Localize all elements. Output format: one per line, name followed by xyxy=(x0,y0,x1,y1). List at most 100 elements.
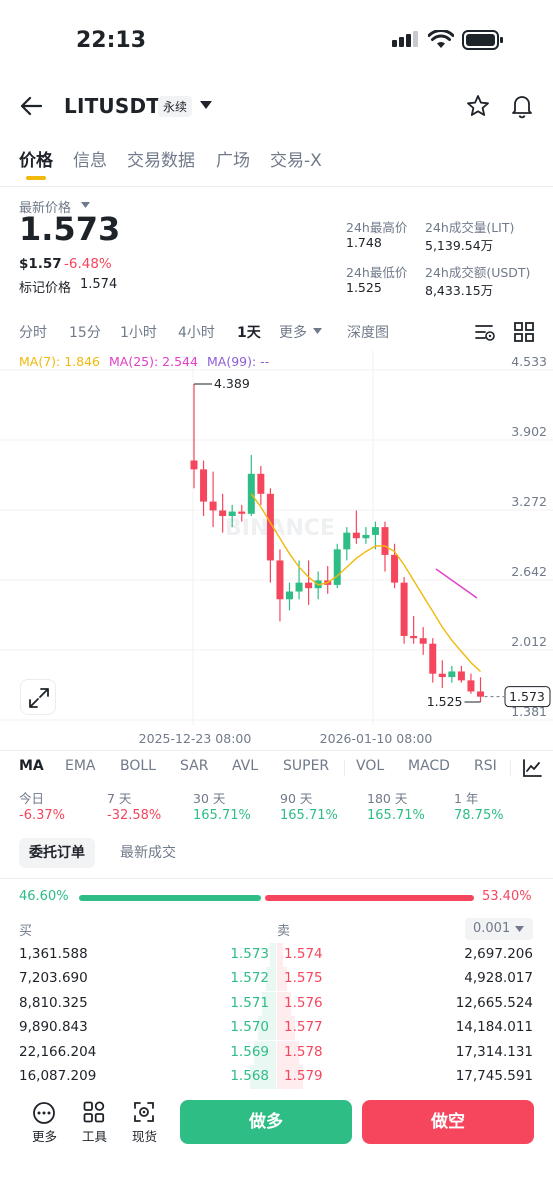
perf-30d-label: 30 天 xyxy=(193,791,226,806)
ask-quantity: 2,697.206 xyxy=(464,946,533,962)
ask-depth-bar xyxy=(277,1040,299,1065)
candle-body xyxy=(362,534,370,539)
orderbook-row[interactable]: 9,890.843 1.570 1.577 14,184.011 xyxy=(0,1016,553,1040)
pair-title[interactable]: LITUSDT xyxy=(64,94,161,118)
indicator-ema[interactable]: EMA xyxy=(65,758,96,774)
tab-square[interactable]: 广场 xyxy=(216,151,250,171)
orderbook-row[interactable]: 22,166.204 1.569 1.578 17,314.131 xyxy=(0,1041,553,1065)
candle-body xyxy=(200,469,208,502)
indicator-sar[interactable]: SAR xyxy=(180,758,209,774)
fullscreen-button[interactable] xyxy=(20,679,56,715)
bid-price[interactable]: 1.571 xyxy=(230,994,269,1011)
caret-down-icon[interactable] xyxy=(81,202,90,208)
candle-body xyxy=(477,691,484,697)
interval-more[interactable]: 更多 xyxy=(279,325,307,341)
interval-1h[interactable]: 1小时 xyxy=(120,325,157,341)
indicator-boll[interactable]: BOLL xyxy=(120,758,156,774)
ask-price[interactable]: 1.578 xyxy=(284,1043,323,1060)
ask-price[interactable]: 1.577 xyxy=(284,1019,323,1036)
precision-select[interactable]: 0.001 xyxy=(465,918,533,940)
high-24h-label: 24h最高价 xyxy=(346,220,408,235)
interval-timeline[interactable]: 分时 xyxy=(19,325,47,341)
bid-price[interactable]: 1.570 xyxy=(230,1019,269,1036)
orderbook-row[interactable]: 1,361.588 1.573 1.574 2,697.206 xyxy=(0,943,553,967)
bid-depth-bar xyxy=(250,1065,276,1089)
ask-price[interactable]: 1.574 xyxy=(284,946,323,962)
orderbook-row[interactable]: 8,810.325 1.571 1.576 12,665.524 xyxy=(0,992,553,1016)
star-icon[interactable] xyxy=(466,94,490,118)
orderbook-row[interactable]: 7,203.690 1.572 1.575 4,928.017 xyxy=(0,967,553,991)
tab-recent-trades[interactable]: 最新成交 xyxy=(120,845,176,861)
interval-4h[interactable]: 4小时 xyxy=(178,325,215,341)
bell-icon[interactable] xyxy=(510,93,534,119)
battery-icon xyxy=(462,30,503,50)
price-change: -6.48% xyxy=(64,256,112,272)
bid-price[interactable]: 1.568 xyxy=(230,1068,269,1084)
grid-layout-icon[interactable] xyxy=(514,322,534,342)
perf-today-label: 今日 xyxy=(19,791,45,806)
ask-price[interactable]: 1.576 xyxy=(284,994,323,1011)
tab-info[interactable]: 信息 xyxy=(73,151,107,171)
last-price: 1.573 xyxy=(19,210,121,248)
bid-price[interactable]: 1.572 xyxy=(230,970,269,987)
tab-underline xyxy=(26,176,46,180)
low-24h: 1.525 xyxy=(346,280,382,295)
tab-trade-x[interactable]: 交易-X xyxy=(270,151,322,171)
bid-price[interactable]: 1.573 xyxy=(230,946,269,962)
perf-180d-label: 180 天 xyxy=(367,791,408,806)
candle-body xyxy=(457,671,465,681)
divider xyxy=(0,186,553,187)
candle-body xyxy=(400,582,408,636)
indicator-super[interactable]: SUPER xyxy=(283,758,330,774)
bid-depth-bar xyxy=(266,967,276,992)
short-button[interactable]: 做空 xyxy=(362,1100,534,1144)
perf-today-value: -6.37% xyxy=(19,808,65,823)
indicator-ma[interactable]: MA xyxy=(19,758,44,774)
indicator-macd[interactable]: MACD xyxy=(408,758,450,774)
tab-price[interactable]: 价格 xyxy=(19,151,53,171)
more-button[interactable]: 更多 xyxy=(20,1092,68,1148)
bottom-bar: 更多 工具 现货 做多 做空 xyxy=(0,1092,553,1152)
interval-15m[interactable]: 15分 xyxy=(69,325,101,341)
caret-down-icon[interactable] xyxy=(313,328,322,334)
tab-trading-data[interactable]: 交易数据 xyxy=(127,151,195,171)
spot-button[interactable]: 现货 xyxy=(120,1092,168,1148)
ma25-line xyxy=(435,568,478,599)
ask-price[interactable]: 1.579 xyxy=(284,1068,323,1084)
wifi-icon xyxy=(428,30,454,48)
perf-180d-value: 165.71% xyxy=(367,808,425,823)
indicator-rsi[interactable]: RSI xyxy=(474,758,497,774)
candle-body xyxy=(266,493,274,561)
header: LITUSDT 永续 xyxy=(0,84,553,128)
high-24h: 1.748 xyxy=(346,235,382,250)
back-arrow-icon[interactable] xyxy=(20,96,42,116)
candlestick-chart[interactable]: 4.533 3.902 3.272 2.642 2.012 1.381 2025-12-23… xyxy=(0,350,553,750)
mark-price: 1.574 xyxy=(80,277,118,292)
expand-icon xyxy=(29,688,49,708)
tools-button[interactable]: 工具 xyxy=(70,1092,118,1148)
candle-body xyxy=(343,532,351,550)
long-button[interactable]: 做多 xyxy=(180,1100,352,1144)
mark-price-label: 标记价格 xyxy=(19,281,72,296)
caret-down-icon[interactable] xyxy=(200,101,212,109)
x-tick-label: 2026-01-10 08:00 xyxy=(320,731,433,746)
orderbook-row[interactable]: 16,087.209 1.568 1.579 17,745.591 xyxy=(0,1065,553,1089)
x-tick-label: 2025-12-23 08:00 xyxy=(139,731,252,746)
indicator-chart-icon[interactable] xyxy=(522,758,542,778)
signal-icon xyxy=(392,31,418,47)
ask-depth-bar xyxy=(277,1065,303,1089)
ask-price[interactable]: 1.575 xyxy=(284,970,323,987)
interval-depth[interactable]: 深度图 xyxy=(347,325,389,341)
candle-body xyxy=(333,549,341,585)
perf-7d-value: -32.58% xyxy=(107,808,162,823)
indicator-divider xyxy=(510,760,511,776)
interval-1d[interactable]: 1天 xyxy=(237,325,261,341)
indicator-avl[interactable]: AVL xyxy=(232,758,259,774)
latest-price-label[interactable]: 最新价格 xyxy=(19,201,72,216)
indicator-vol[interactable]: VOL xyxy=(356,758,385,774)
volume-usdt: 8,433.15万 xyxy=(425,283,494,298)
tab-order-book[interactable]: 委托订单 xyxy=(19,838,95,868)
bid-price[interactable]: 1.569 xyxy=(230,1043,269,1060)
bid-depth-bar xyxy=(258,1016,276,1041)
chart-settings-icon[interactable] xyxy=(474,322,496,342)
